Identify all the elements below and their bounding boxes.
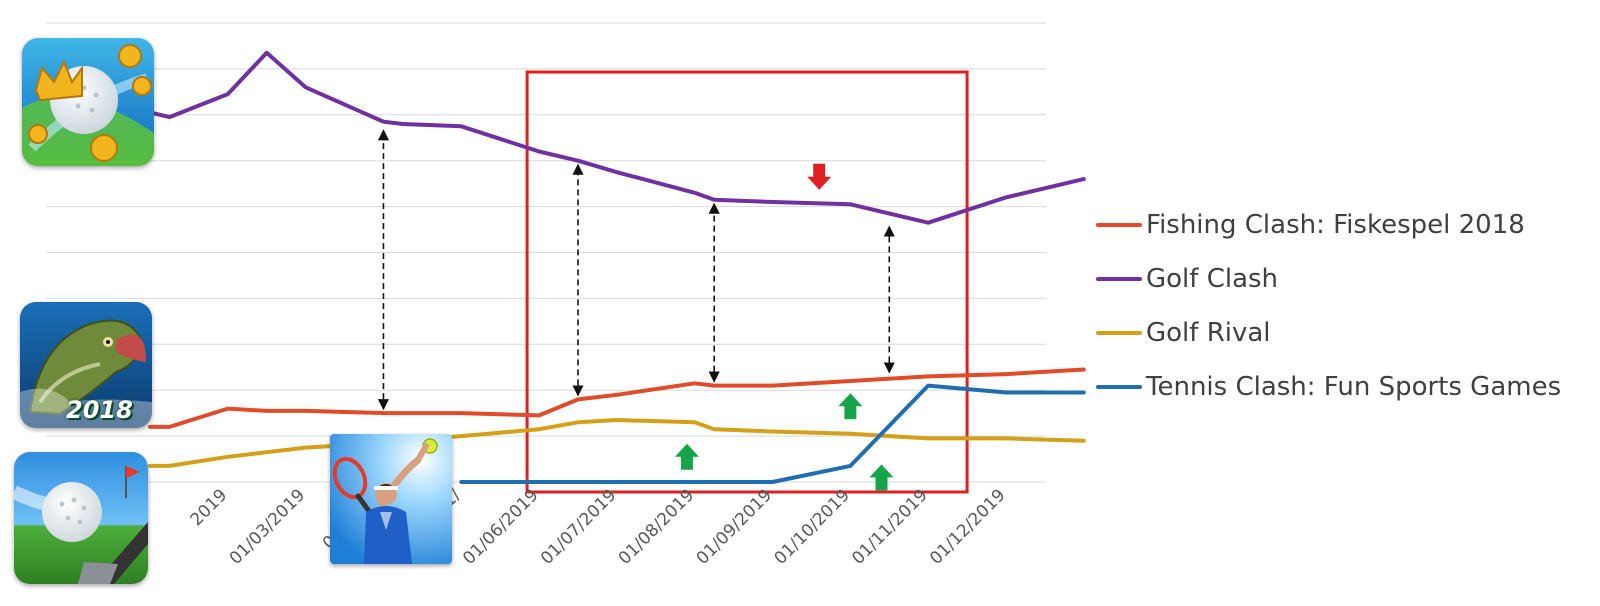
tennis-player-icon xyxy=(330,434,452,564)
x-axis-ticks: 201901/03/201901/04/2001/01/06/201901/07… xyxy=(187,485,1010,569)
down-arrow-icon xyxy=(807,163,832,190)
x-tick-label: 01/11/2019 xyxy=(848,485,931,568)
x-tick-label: 01/10/2019 xyxy=(770,485,853,568)
tennis-clash-app-icon xyxy=(330,434,452,564)
series-line-golf-rival xyxy=(148,418,1086,468)
legend-label: Golf Rival xyxy=(1146,318,1271,348)
series-line-golf-clash xyxy=(148,50,1086,225)
legend-swatch xyxy=(1096,331,1142,335)
legend-item-golf-rival: Golf Rival xyxy=(1096,306,1561,360)
legend-item-tennis-clash: Tennis Clash: Fun Sports Games xyxy=(1096,360,1561,414)
fishing-clash-badge: 2018 xyxy=(66,396,133,424)
chart-legend: Fishing Clash: Fiskespel 2018 Golf Clash… xyxy=(1096,198,1561,414)
legend-label: Golf Clash xyxy=(1146,264,1279,294)
grid-lines xyxy=(46,22,1046,483)
legend-swatch xyxy=(1096,385,1142,389)
x-tick-label: 01/09/2019 xyxy=(693,485,776,568)
highlight-box xyxy=(525,70,969,494)
legend-swatch xyxy=(1096,277,1142,281)
up-arrow-icon xyxy=(674,443,699,470)
series-line-fishing-clash xyxy=(148,367,1086,429)
legend-item-golf-clash: Golf Clash xyxy=(1096,252,1561,306)
legend-label: Fishing Clash: Fiskespel 2018 xyxy=(1146,210,1525,240)
x-tick-label: 01/08/2019 xyxy=(615,485,698,568)
up-arrow-icon xyxy=(838,393,863,420)
x-tick-label: 2019 xyxy=(187,485,232,530)
series-line-tennis-clash xyxy=(459,383,1086,484)
bass-fish-icon xyxy=(20,302,152,428)
golf-ball-crown-icon xyxy=(22,38,154,166)
highlight-box-layer xyxy=(525,70,969,494)
series-layer xyxy=(148,50,1086,484)
golf-ball-club-icon xyxy=(14,452,148,584)
x-tick-label: 01/12/2019 xyxy=(926,485,1009,568)
legend-swatch xyxy=(1096,223,1142,227)
x-tick-label: 01/03/2019 xyxy=(226,485,309,568)
annotation-layer xyxy=(377,129,895,491)
golf-clash-app-icon xyxy=(22,38,154,166)
fishing-clash-app-icon: 2018 xyxy=(20,302,152,428)
golf-rival-app-icon xyxy=(14,452,148,584)
legend-label: Tennis Clash: Fun Sports Games xyxy=(1146,372,1562,402)
x-tick-label: 01/06/2019 xyxy=(459,485,542,568)
legend-item-fishing-clash: Fishing Clash: Fiskespel 2018 xyxy=(1096,198,1561,252)
x-tick-label: 01/07/2019 xyxy=(537,485,620,568)
up-arrow-icon xyxy=(869,464,894,491)
